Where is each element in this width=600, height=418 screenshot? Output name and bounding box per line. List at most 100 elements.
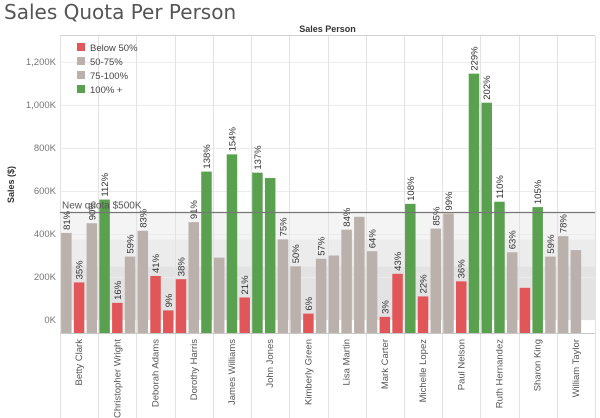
legend-label: 75-100% (90, 71, 129, 82)
reference-band-1 (60, 266, 595, 321)
data-label: 64% (368, 229, 379, 249)
bar[interactable] (226, 154, 238, 333)
bar[interactable] (545, 256, 556, 333)
bar[interactable] (150, 275, 161, 333)
y-axis-title: Sales ($) (6, 166, 16, 203)
data-label: 91% (189, 200, 200, 220)
data-label: 6% (304, 296, 315, 310)
data-label: 202% (482, 75, 493, 100)
x-tick-label: Kimberly Green (303, 339, 314, 405)
data-label: 75% (278, 217, 289, 237)
bar[interactable] (366, 251, 378, 333)
data-label: 9% (164, 293, 175, 307)
x-tick-label: Dorothy Harris (189, 339, 200, 400)
bar[interactable] (468, 73, 480, 334)
bar[interactable] (137, 230, 149, 333)
bar[interactable] (201, 171, 212, 333)
bar[interactable] (175, 279, 187, 333)
bar[interactable] (354, 216, 365, 333)
bar[interactable] (456, 281, 467, 333)
bar[interactable] (494, 201, 505, 333)
data-label: 105% (533, 179, 544, 204)
y-tick-label: 0K (44, 315, 56, 326)
bar[interactable] (570, 250, 582, 333)
data-label: 90% (87, 201, 98, 221)
bar[interactable] (532, 207, 543, 333)
bar[interactable] (277, 239, 289, 333)
bar[interactable] (124, 256, 136, 333)
x-tick-label: Michelle Lopez (418, 339, 429, 403)
data-label: 36% (457, 259, 468, 279)
data-label: 50% (291, 244, 302, 264)
x-tick-label: Deborah Adams (151, 339, 162, 407)
chart-title: Sales Quota Per Person (4, 0, 237, 24)
bar[interactable] (417, 296, 429, 333)
bar[interactable] (392, 273, 403, 333)
data-label: 43% (393, 251, 404, 271)
legend-swatch (77, 71, 85, 79)
bar[interactable] (315, 258, 327, 333)
data-label: 83% (138, 208, 149, 228)
column-header: Sales Person (299, 24, 356, 34)
quota-line-label: New quota $500K (62, 200, 142, 211)
data-label: 85% (431, 206, 442, 226)
bar[interactable] (328, 255, 340, 333)
legend-label: 100% + (90, 85, 123, 96)
data-label: 16% (113, 280, 124, 300)
bar[interactable] (405, 203, 416, 333)
x-tick-label: John Jones (265, 339, 276, 388)
bar[interactable] (290, 266, 301, 333)
x-tick-label: Ruth Hernandez (494, 339, 505, 408)
y-tick-label: 600K (34, 186, 57, 197)
data-label: 59% (546, 234, 557, 254)
y-tick-label: 1,200K (26, 57, 57, 68)
data-label: 3% (380, 300, 391, 314)
bar[interactable] (481, 102, 492, 333)
x-tick-label: Betty Clark (74, 339, 85, 386)
data-label: 154% (227, 127, 238, 152)
bar[interactable] (557, 236, 569, 333)
data-label: 41% (151, 253, 162, 273)
data-label: 110% (495, 175, 506, 199)
y-tick-label: 1,000K (26, 100, 57, 111)
x-tick-label: Mark Carter (380, 339, 391, 389)
legend-swatch (77, 57, 85, 65)
y-tick-label: 800K (34, 143, 57, 154)
bar[interactable] (506, 252, 518, 333)
bar[interactable] (379, 316, 391, 333)
legend-swatch (77, 85, 85, 93)
bar[interactable] (213, 257, 225, 333)
data-label: 81% (62, 210, 73, 230)
bar[interactable] (188, 222, 200, 333)
bar[interactable] (163, 310, 174, 333)
data-label: 108% (406, 176, 417, 201)
legend-label: 50-75% (90, 57, 123, 68)
bar[interactable] (264, 178, 276, 333)
data-label: 137% (253, 145, 264, 170)
x-tick-label: Christopher Wright (112, 339, 123, 418)
bar[interactable] (61, 232, 72, 333)
data-label: 63% (508, 230, 519, 250)
data-label: 84% (342, 207, 353, 227)
data-label: 138% (202, 144, 213, 169)
x-tick-label: William Taylor (571, 339, 582, 397)
legend-label: Below 50% (90, 43, 138, 54)
bar[interactable] (99, 199, 110, 333)
bar[interactable] (252, 172, 263, 333)
data-label: 21% (240, 275, 251, 295)
bar[interactable] (430, 228, 442, 333)
bar[interactable] (73, 282, 85, 333)
bar[interactable] (239, 297, 250, 333)
data-label: 99% (444, 191, 455, 211)
bar[interactable] (86, 223, 98, 333)
bar[interactable] (112, 302, 123, 333)
bar[interactable] (519, 287, 531, 333)
legend-swatch (77, 43, 85, 51)
x-tick-label: Lisa Martin (342, 339, 353, 385)
data-label: 57% (317, 236, 328, 256)
bar[interactable] (443, 213, 454, 333)
bar[interactable] (303, 313, 314, 333)
x-tick-label: Paul Nelson (456, 339, 467, 390)
bar[interactable] (341, 229, 352, 333)
